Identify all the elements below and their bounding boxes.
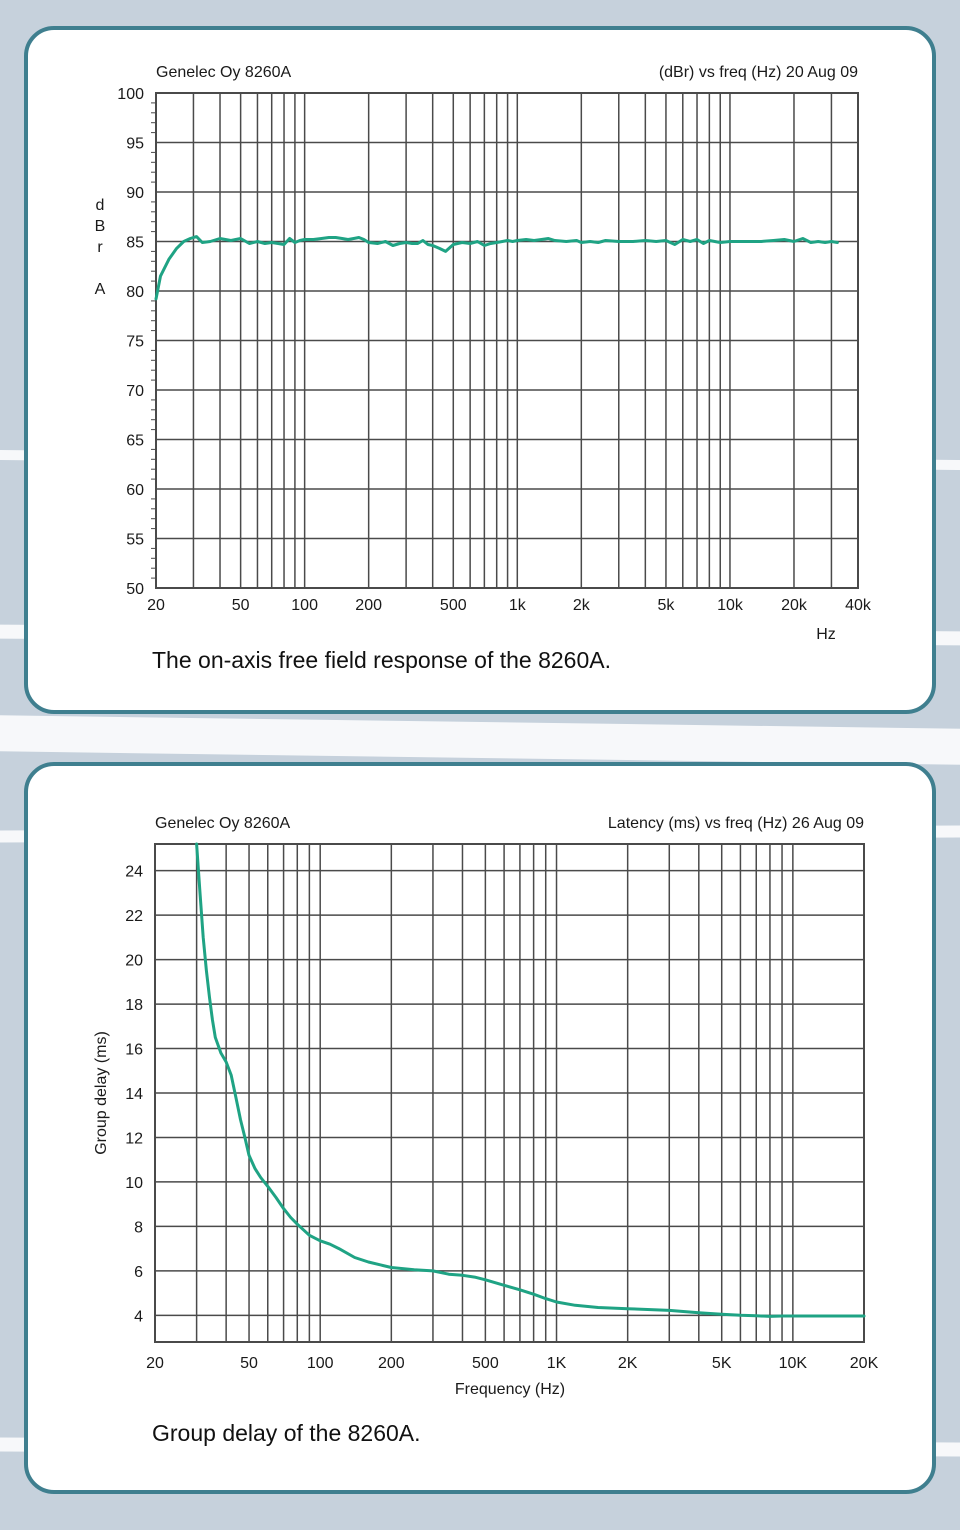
y-axis-label-letter: B <box>95 218 106 235</box>
chart-header-left: Genelec Oy 8260A <box>155 815 291 832</box>
x-tick-label: 100 <box>291 597 318 614</box>
x-tick-label: 20k <box>781 597 808 614</box>
y-tick-label: 65 <box>126 433 144 450</box>
x-tick-label: 5k <box>657 597 675 614</box>
x-tick-label: 50 <box>232 597 250 614</box>
y-tick-label: 22 <box>125 908 143 925</box>
y-tick-label: 20 <box>125 953 143 970</box>
x-tick-label: 20 <box>146 1355 164 1372</box>
y-tick-label: 8 <box>134 1219 143 1236</box>
x-tick-label: 20 <box>147 597 165 614</box>
y-tick-label: 70 <box>126 383 144 400</box>
frequency-response-panel: Genelec Oy 8260A (dBr) vs freq (Hz) 20 Au… <box>24 26 936 714</box>
y-tick-label: 80 <box>126 284 144 301</box>
y-tick-label: 10 <box>125 1175 143 1192</box>
y-tick-label: 55 <box>126 532 144 549</box>
x-tick-label: 200 <box>378 1355 405 1372</box>
x-tick-label: 1K <box>547 1355 567 1372</box>
x-tick-label: 2k <box>573 597 591 614</box>
y-axis-label: Group delay (ms) <box>93 1031 110 1155</box>
x-tick-label: 10k <box>717 597 744 614</box>
y-tick-label: 60 <box>126 482 144 499</box>
x-tick-label: 2K <box>618 1355 638 1372</box>
x-tick-label: 50 <box>240 1355 258 1372</box>
y-axis-label-letter: r <box>97 239 103 256</box>
data-series-line <box>154 235 839 301</box>
data-series-line <box>195 842 866 1318</box>
chart-header-right: Latency (ms) vs freq (Hz) 26 Aug 09 <box>608 815 864 832</box>
x-axis-label: Hz <box>816 626 836 643</box>
y-tick-label: 50 <box>126 581 144 598</box>
chart-header-right: (dBr) vs freq (Hz) 20 Aug 09 <box>659 64 858 81</box>
chart-header-left: Genelec Oy 8260A <box>156 64 292 81</box>
y-tick-label: 12 <box>125 1130 143 1147</box>
frequency-response-caption: The on-axis free field response of the 8… <box>152 647 612 673</box>
y-tick-label: 18 <box>125 997 143 1014</box>
x-tick-label: 5K <box>712 1355 732 1372</box>
y-axis-label-letter: d <box>96 197 105 214</box>
group-delay-panel: Genelec Oy 8260A Latency (ms) vs freq (Hz… <box>24 762 936 1494</box>
frequency-response-chart: Genelec Oy 8260A (dBr) vs freq (Hz) 20 Au… <box>95 64 872 643</box>
x-tick-label: 10K <box>779 1355 808 1372</box>
y-tick-label: 95 <box>126 136 144 153</box>
x-tick-label: 500 <box>440 597 467 614</box>
x-tick-label: 500 <box>472 1355 499 1372</box>
background-stripe <box>0 715 960 765</box>
group-delay-chart: Genelec Oy 8260A Latency (ms) vs freq (Hz… <box>93 815 879 1398</box>
x-tick-label: 40k <box>845 597 872 614</box>
y-tick-label: 24 <box>125 864 143 881</box>
y-tick-label: 75 <box>126 334 144 351</box>
y-tick-label: 14 <box>125 1086 143 1103</box>
y-tick-label: 100 <box>117 86 144 103</box>
x-tick-label: 20K <box>850 1355 879 1372</box>
y-tick-label: 16 <box>125 1042 143 1059</box>
x-tick-label: 1k <box>509 597 527 614</box>
y-tick-label: 85 <box>126 235 144 252</box>
group-delay-caption: Group delay of the 8260A. <box>152 1420 421 1446</box>
y-axis-label-letter: A <box>95 281 106 298</box>
x-tick-label: 200 <box>355 597 382 614</box>
y-tick-label: 6 <box>134 1264 143 1281</box>
y-tick-label: 4 <box>134 1308 143 1325</box>
x-axis-label: Frequency (Hz) <box>455 1381 565 1398</box>
y-tick-label: 90 <box>126 185 144 202</box>
x-tick-label: 100 <box>307 1355 334 1372</box>
